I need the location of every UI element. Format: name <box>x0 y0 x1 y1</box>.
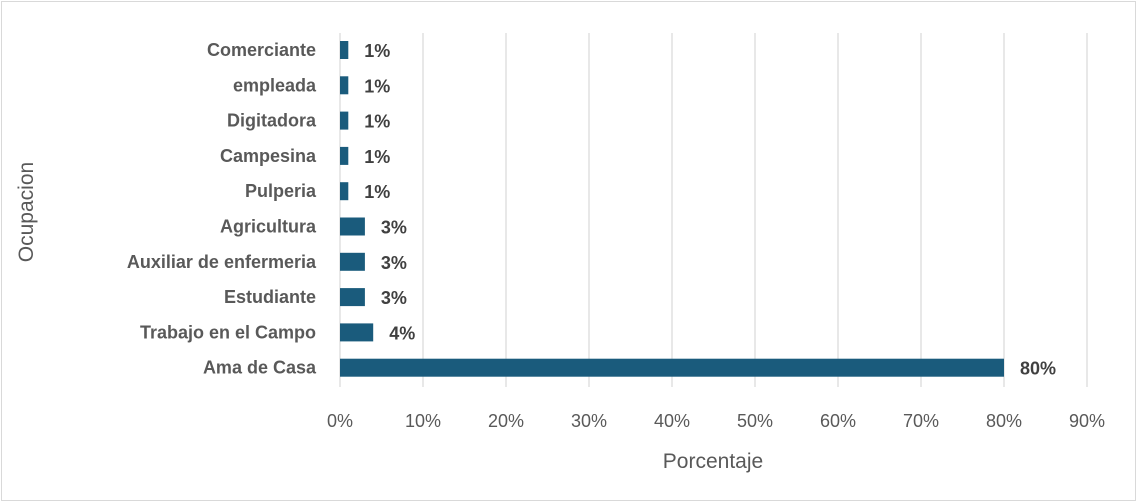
x-tick-labels: 0% 10% 20% 30% 40% 50% 60% 70% 80% 90% <box>327 411 1105 431</box>
data-label: 1% <box>364 41 390 61</box>
data-label: 1% <box>364 112 390 132</box>
x-tick-label: 30% <box>571 411 607 431</box>
data-label: 4% <box>389 323 415 343</box>
bars <box>340 41 1004 377</box>
x-tick-label: 90% <box>1069 411 1105 431</box>
bar <box>340 217 365 236</box>
data-label: 80% <box>1020 359 1056 379</box>
category-label: Estudiante <box>224 287 316 307</box>
bar <box>340 146 349 165</box>
bar <box>340 76 349 95</box>
x-tick-label: 40% <box>654 411 690 431</box>
data-label: 3% <box>381 253 407 273</box>
x-tick-label: 0% <box>327 411 353 431</box>
data-label: 3% <box>381 218 407 238</box>
x-axis-title: Porcentaje <box>663 450 763 473</box>
bar <box>340 111 349 130</box>
x-tick-label: 60% <box>820 411 856 431</box>
category-label: empleada <box>233 75 317 95</box>
x-tick-label: 20% <box>488 411 524 431</box>
bar <box>340 288 365 307</box>
bar <box>340 323 374 342</box>
data-label: 1% <box>364 182 390 202</box>
data-label: 3% <box>381 288 407 308</box>
data-label: 1% <box>364 76 390 96</box>
bar <box>340 252 365 271</box>
x-tick-label: 80% <box>986 411 1022 431</box>
category-label: Digitadora <box>227 111 317 131</box>
bar <box>340 41 349 59</box>
category-label: Ama de Casa <box>203 358 317 378</box>
category-label: Trabajo en el Campo <box>140 322 316 342</box>
x-tick-label: 50% <box>737 411 773 431</box>
category-label: Campesina <box>220 146 317 166</box>
category-label: Pulperia <box>245 181 317 201</box>
category-label: Auxiliar de enfermeria <box>127 252 317 272</box>
data-labels: 1% 1% 1% 1% 1% 3% 3% 3% 4% 80% <box>364 41 1056 379</box>
category-label: Agricultura <box>220 217 317 237</box>
data-label: 1% <box>364 147 390 167</box>
gridlines <box>339 33 1088 387</box>
bar <box>340 358 1004 377</box>
x-tick-label: 70% <box>903 411 939 431</box>
x-tick-label: 10% <box>405 411 441 431</box>
category-labels: Comerciante empleada Digitadora Campesina Pu… <box>127 40 317 378</box>
bar <box>340 182 349 201</box>
category-label: Comerciante <box>207 40 316 60</box>
y-axis-title: Ocupacion <box>15 162 38 262</box>
